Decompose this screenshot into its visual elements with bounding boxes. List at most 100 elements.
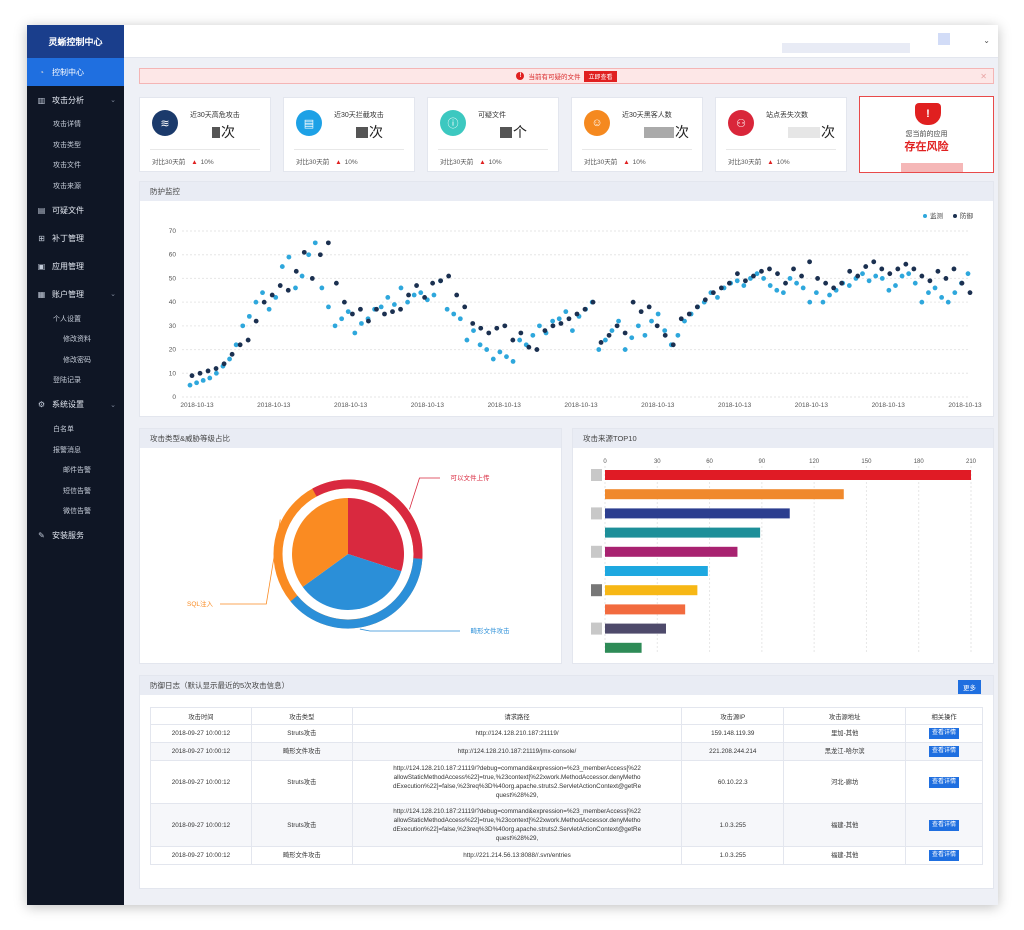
defense-point	[366, 318, 371, 324]
defense-point	[398, 306, 403, 312]
view-detail-button[interactable]: 查看详情	[929, 746, 960, 757]
view-detail-button[interactable]: 查看详情	[929, 850, 960, 861]
defense-point	[189, 373, 195, 379]
defense-point	[678, 316, 684, 322]
sidebar-item-label: 可疑文件	[52, 205, 84, 215]
defense-point	[502, 323, 508, 329]
sidebar-sub-sms-alert[interactable]: 短信告警	[63, 487, 91, 495]
bar	[605, 623, 666, 634]
legend-item-monitor[interactable]: 监测	[923, 210, 943, 220]
bar	[605, 566, 708, 576]
view-detail-button[interactable]: 查看详情	[929, 776, 960, 788]
bar-chart: 0 30 60 90 120 150 180 210	[591, 459, 977, 654]
x-tick-label: 2018-10-13	[180, 402, 214, 409]
sidebar-item-dashboard[interactable]: ◔ 控制中心	[27, 58, 124, 86]
monitor-point	[398, 285, 404, 291]
defense-point	[622, 330, 628, 336]
sidebar-sub-attack-type[interactable]: 攻击类型	[53, 141, 81, 149]
defense-point	[767, 266, 772, 272]
defense-point	[438, 278, 444, 284]
stat-card-blocked: ▤ 近30天拦截攻击 次 对比30天前 ▲ 10%	[283, 97, 415, 172]
more-button[interactable]: 更多	[958, 680, 981, 694]
defense-point	[518, 330, 524, 336]
stat-label: 近30天黑客人数	[622, 112, 672, 119]
sidebar-item-account[interactable]: ▦ 账户管理 ⌄	[27, 280, 124, 308]
sidebar-sub-attack-source[interactable]: 攻击来源	[53, 183, 81, 191]
sidebar-sub-attack-file[interactable]: 攻击文件	[53, 162, 81, 170]
stat-value: 次	[644, 122, 689, 142]
sidebar-item-label: 安装服务	[52, 531, 84, 541]
defense-point	[261, 299, 267, 305]
monitor-point	[860, 271, 865, 277]
view-detail-button[interactable]: 查看详情	[929, 728, 960, 739]
sidebar-sub-alerts[interactable]: 报警消息	[53, 446, 81, 454]
defense-point	[590, 299, 596, 305]
defense-point	[486, 330, 492, 336]
monitor-point	[767, 283, 773, 288]
y-tick-label: 30	[169, 323, 177, 330]
sidebar-item-label: 控制中心	[52, 67, 84, 77]
cell-type: Struts攻击	[250, 724, 353, 743]
sidebar-item-apps[interactable]: ▣ 应用管理	[27, 252, 124, 280]
cell-time: 2018-09-27 10:00:12	[150, 724, 252, 743]
info-icon: ⓘ	[440, 110, 466, 136]
y-tick-label: 40	[169, 299, 177, 306]
legend-item-defense[interactable]: 防御	[953, 210, 973, 220]
defense-point	[815, 276, 821, 281]
view-now-button[interactable]: 立即查看	[584, 70, 617, 82]
cell-ip: 1.0.3.255	[681, 846, 785, 865]
bar	[605, 470, 971, 480]
defense-point	[526, 344, 532, 350]
sidebar-item-suspicious-files[interactable]: ▤ 可疑文件	[27, 196, 124, 224]
defense-point	[470, 321, 476, 326]
monitor-point	[629, 335, 635, 341]
defense-point	[221, 361, 227, 367]
view-detail-button[interactable]: 查看详情	[929, 819, 960, 831]
pie-leader-line	[409, 477, 440, 510]
redacted-category-label	[591, 545, 602, 558]
sidebar-sub-attack-detail[interactable]: 攻击详情	[53, 121, 81, 129]
sidebar-sub-whitelist[interactable]: 白名单	[53, 426, 74, 434]
defense-point	[646, 304, 652, 310]
app-title: 灵蜥控制中心	[27, 25, 124, 58]
stat-card-suspicious-files: ⓘ 可疑文件 个 对比30天前 ▲ 10%	[427, 97, 559, 172]
monitor-point	[345, 309, 351, 315]
sidebar-item-install[interactable]: ✎ 安装服务	[27, 522, 124, 550]
shield-alert-icon: !	[915, 103, 941, 125]
cell-time: 2018-09-27 10:00:12	[150, 742, 252, 761]
sidebar-item-label: 补丁管理	[52, 233, 84, 243]
x-tick-label: 2018-10-13	[872, 402, 906, 409]
risk-card[interactable]: ! 您当前的应用 存在风险	[859, 96, 994, 173]
defense-point	[831, 285, 837, 291]
avatar[interactable]	[938, 33, 950, 45]
sidebar-sub-change-password[interactable]: 修改密码	[63, 356, 91, 364]
sidebar-item-system[interactable]: ⚙ 系统设置 ⌄	[27, 391, 124, 419]
stat-label: 可疑文件	[478, 112, 506, 119]
close-icon[interactable]: ✕	[980, 71, 987, 81]
defense-point	[454, 292, 460, 298]
sidebar-sub-login-records[interactable]: 登陆记录	[53, 377, 81, 385]
sidebar-sub-edit-profile[interactable]: 修改资料	[63, 336, 91, 344]
sidebar-item-patch[interactable]: ⊞ 补丁管理	[27, 224, 124, 252]
panel-title: 攻击来源TOP10	[573, 429, 993, 448]
monitor-point	[550, 318, 556, 324]
stat-compare: 对比30天前 ▲ 10%	[728, 159, 790, 166]
monitor-point	[893, 283, 898, 288]
chevron-down-icon[interactable]: ⌄	[983, 36, 990, 45]
defense-point	[630, 299, 636, 305]
monitor-point	[616, 318, 621, 324]
sidebar-sub-wechat-alert[interactable]: 微信告警	[63, 508, 91, 516]
attack-source-panel: 攻击来源TOP10 0 30 60 90 120 150 180 210	[572, 428, 994, 664]
settings-icon: ⚙	[37, 400, 46, 410]
pie-slice	[348, 498, 404, 572]
defense-point	[285, 287, 291, 293]
sidebar-sub-email-alert[interactable]: 邮件告警	[63, 467, 91, 475]
defense-point	[638, 309, 644, 315]
top-header: ⌄	[124, 25, 998, 58]
x-tick-label: 2018-10-13	[411, 402, 445, 409]
monitor-point	[622, 347, 628, 352]
defense-point	[558, 321, 564, 326]
monitor-point	[312, 240, 318, 246]
sidebar-sub-personal[interactable]: 个人设置	[53, 315, 81, 323]
sidebar-item-attack-analysis[interactable]: ▥ 攻击分析 ⌄	[27, 86, 124, 114]
